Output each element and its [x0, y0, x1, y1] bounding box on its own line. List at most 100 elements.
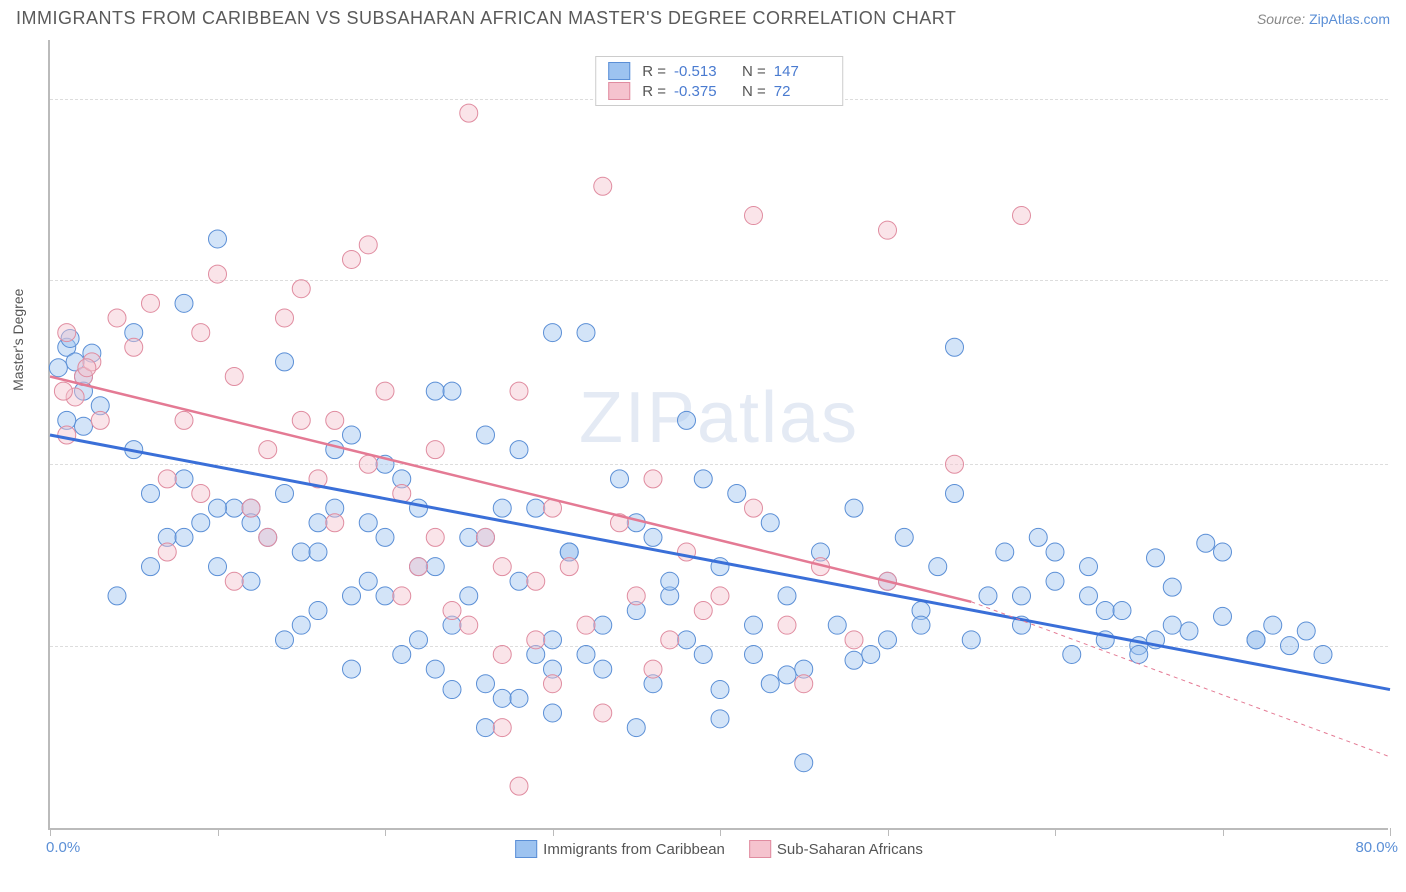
chart-container: Master's Degree 6.3%12.5%18.8%25.0% ZIPa…: [48, 40, 1388, 830]
data-point: [125, 338, 143, 356]
data-point: [1314, 645, 1332, 663]
data-point: [158, 543, 176, 561]
data-point: [694, 602, 712, 620]
data-point: [393, 645, 411, 663]
data-point: [795, 675, 813, 693]
data-point: [611, 470, 629, 488]
data-point: [426, 528, 444, 546]
data-point: [594, 704, 612, 722]
data-point: [326, 514, 344, 532]
data-point: [326, 411, 344, 429]
swatch-series1: [608, 62, 630, 80]
data-point: [1264, 616, 1282, 634]
data-point: [510, 689, 528, 707]
data-point: [259, 528, 277, 546]
data-point: [158, 470, 176, 488]
data-point: [493, 558, 511, 576]
data-point: [259, 441, 277, 459]
data-point: [510, 572, 528, 590]
data-point: [946, 455, 964, 473]
legend-row-series1: R = -0.513 N = 147: [608, 61, 830, 81]
data-point: [544, 631, 562, 649]
data-point: [577, 324, 595, 342]
data-point: [78, 359, 96, 377]
data-point: [678, 411, 696, 429]
x-tick: [1055, 828, 1056, 836]
data-point: [1247, 631, 1265, 649]
data-point: [376, 528, 394, 546]
chart-title: IMMIGRANTS FROM CARIBBEAN VS SUBSAHARAN …: [16, 8, 956, 29]
data-point: [209, 230, 227, 248]
data-point: [912, 616, 930, 634]
data-point: [309, 602, 327, 620]
data-point: [845, 631, 863, 649]
data-point: [192, 485, 210, 503]
data-point: [175, 294, 193, 312]
data-point: [711, 681, 729, 699]
data-point: [443, 382, 461, 400]
data-point: [1029, 528, 1047, 546]
data-point: [359, 514, 377, 532]
data-point: [694, 645, 712, 663]
data-point: [460, 528, 478, 546]
data-point: [108, 309, 126, 327]
data-point: [594, 660, 612, 678]
data-point: [845, 499, 863, 517]
data-point: [292, 411, 310, 429]
data-point: [175, 528, 193, 546]
data-point: [627, 587, 645, 605]
x-axis-min: 0.0%: [46, 839, 80, 856]
data-point: [694, 470, 712, 488]
series-legend: Immigrants from Caribbean Sub-Saharan Af…: [515, 840, 923, 858]
data-point: [276, 353, 294, 371]
data-point: [225, 367, 243, 385]
y-axis-label: Master's Degree: [10, 289, 26, 391]
data-point: [761, 675, 779, 693]
data-point: [711, 710, 729, 728]
data-point: [544, 675, 562, 693]
r-label: R =: [642, 83, 666, 100]
n-value-series1: 147: [774, 63, 830, 80]
data-point: [493, 719, 511, 737]
data-point: [410, 558, 428, 576]
x-tick: [1223, 828, 1224, 836]
data-point: [426, 382, 444, 400]
data-point: [477, 719, 495, 737]
data-point: [242, 572, 260, 590]
trend-line: [50, 435, 1390, 690]
data-point: [493, 645, 511, 663]
legend-label-series1: Immigrants from Caribbean: [543, 841, 725, 858]
data-point: [460, 587, 478, 605]
data-point: [477, 528, 495, 546]
data-point: [510, 441, 528, 459]
source-prefix: Source:: [1257, 11, 1309, 27]
data-point: [410, 631, 428, 649]
data-point: [359, 236, 377, 254]
legend-item-series2: Sub-Saharan Africans: [749, 840, 923, 858]
data-point: [225, 499, 243, 517]
data-point: [359, 572, 377, 590]
data-point: [644, 528, 662, 546]
data-point: [560, 558, 578, 576]
x-tick: [1390, 828, 1391, 836]
data-point: [745, 207, 763, 225]
data-point: [276, 631, 294, 649]
data-point: [75, 417, 93, 435]
data-point: [795, 754, 813, 772]
data-point: [292, 280, 310, 298]
data-point: [527, 572, 545, 590]
swatch-series1: [515, 840, 537, 858]
data-point: [1046, 543, 1064, 561]
data-point: [209, 265, 227, 283]
data-point: [627, 514, 645, 532]
data-point: [761, 514, 779, 532]
data-point: [946, 338, 964, 356]
data-point: [544, 704, 562, 722]
data-point: [192, 514, 210, 532]
data-point: [58, 324, 76, 342]
data-point: [426, 660, 444, 678]
data-point: [1080, 587, 1098, 605]
n-value-series2: 72: [774, 83, 830, 100]
data-point: [443, 681, 461, 699]
data-point: [527, 499, 545, 517]
